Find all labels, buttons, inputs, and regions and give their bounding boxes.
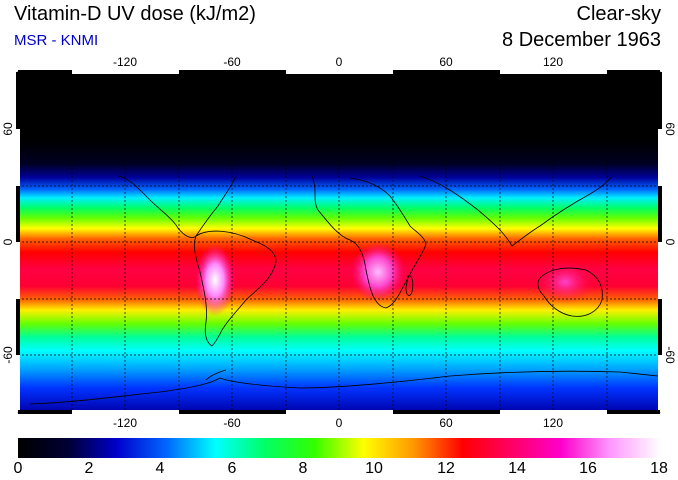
frame-bar — [658, 299, 662, 355]
lon-labels-top: -120 -60 0 60 120 — [113, 55, 563, 69]
frame-bar — [179, 410, 286, 414]
colorbar-label: 12 — [437, 460, 455, 477]
frame-bar — [500, 70, 607, 74]
graticule — [18, 72, 660, 412]
coast-north-america — [117, 175, 237, 238]
coast-south-america — [193, 230, 277, 347]
frame-bars-dark — [16, 70, 662, 414]
lat-label-right: 60 — [663, 122, 677, 136]
frame-bar — [16, 242, 20, 299]
colorbar-label: 14 — [508, 460, 526, 477]
lat-label-right: -60 — [663, 346, 677, 364]
frame-bar — [658, 355, 662, 412]
lat-label-left: 60 — [1, 122, 15, 136]
frame-bar — [179, 70, 286, 74]
lat-label-right: 0 — [663, 239, 677, 246]
data-source-label: MSR - KNMI — [14, 32, 99, 49]
lon-label-top: -60 — [223, 55, 241, 69]
frame-bar — [658, 242, 662, 299]
colorbar-label: 18 — [650, 460, 668, 477]
lon-label-bottom: 60 — [439, 416, 453, 430]
lat-labels-right: 60 0 -60 — [663, 122, 677, 364]
map-date: 8 December 1963 — [502, 29, 661, 51]
coast-antarctic-peninsula — [205, 369, 227, 381]
coast-australia — [537, 267, 603, 317]
colorbar-label: 6 — [227, 460, 237, 477]
frame-bar — [393, 70, 500, 74]
frame-bar — [658, 186, 662, 242]
lon-labels-bottom: -120 -60 0 60 120 — [113, 416, 563, 430]
coast-antarctica — [29, 370, 661, 405]
frame-bar — [607, 410, 660, 414]
frame-bar — [16, 299, 20, 355]
colorbar-label: 4 — [155, 460, 165, 477]
frame-bar — [607, 70, 660, 74]
frame-bar — [500, 410, 607, 414]
uv-dose-world-map: -120 -60 0 60 120 -120 -60 0 60 120 60 0… — [1, 55, 677, 430]
lat-labels-left: 60 0 -60 — [1, 122, 15, 364]
lon-label-bottom: -120 — [113, 416, 137, 430]
frame-bar — [16, 355, 20, 412]
coast-europe-africa — [311, 175, 427, 309]
map-title: Vitamin-D UV dose (kJ/m2) — [14, 3, 256, 25]
coastlines — [29, 175, 661, 405]
frame-bar — [393, 410, 500, 414]
lon-label-bottom: -60 — [223, 416, 241, 430]
frame-bar — [658, 72, 662, 129]
colorbar-label: 10 — [365, 460, 383, 477]
lon-label-top: 120 — [543, 55, 563, 69]
uv-peak-southern-africa — [350, 242, 406, 302]
frame-bar — [18, 410, 72, 414]
frame-bar — [286, 70, 393, 74]
coast-madagascar — [405, 275, 414, 296]
frame-bar — [16, 129, 20, 186]
lon-label-top: -120 — [113, 55, 137, 69]
colorbar-label: 8 — [298, 460, 308, 477]
uv-peak-australia — [535, 260, 595, 304]
frame-bar — [658, 129, 662, 186]
colorbar-label: 16 — [579, 460, 597, 477]
lon-label-top: 60 — [439, 55, 453, 69]
colorbar — [18, 438, 660, 458]
frame-bar — [18, 70, 72, 74]
colorbar-label: 0 — [13, 460, 23, 477]
lon-label-bottom: 120 — [543, 416, 563, 430]
lon-label-bottom: 0 — [336, 416, 343, 430]
coast-asia — [419, 175, 613, 247]
lon-label-top: 0 — [336, 55, 343, 69]
sky-condition-label: Clear-sky — [576, 3, 661, 25]
frame-bar — [286, 410, 393, 414]
frame-bar — [16, 186, 20, 242]
frame-bar — [72, 410, 179, 414]
lat-label-left: 0 — [1, 238, 15, 245]
lat-label-left: -60 — [1, 346, 15, 364]
frame-bar — [72, 70, 179, 74]
colorbar-label: 2 — [84, 460, 94, 477]
frame-bars — [16, 70, 662, 414]
frame-bar — [16, 72, 20, 129]
uv-peak-south-america — [195, 244, 235, 316]
